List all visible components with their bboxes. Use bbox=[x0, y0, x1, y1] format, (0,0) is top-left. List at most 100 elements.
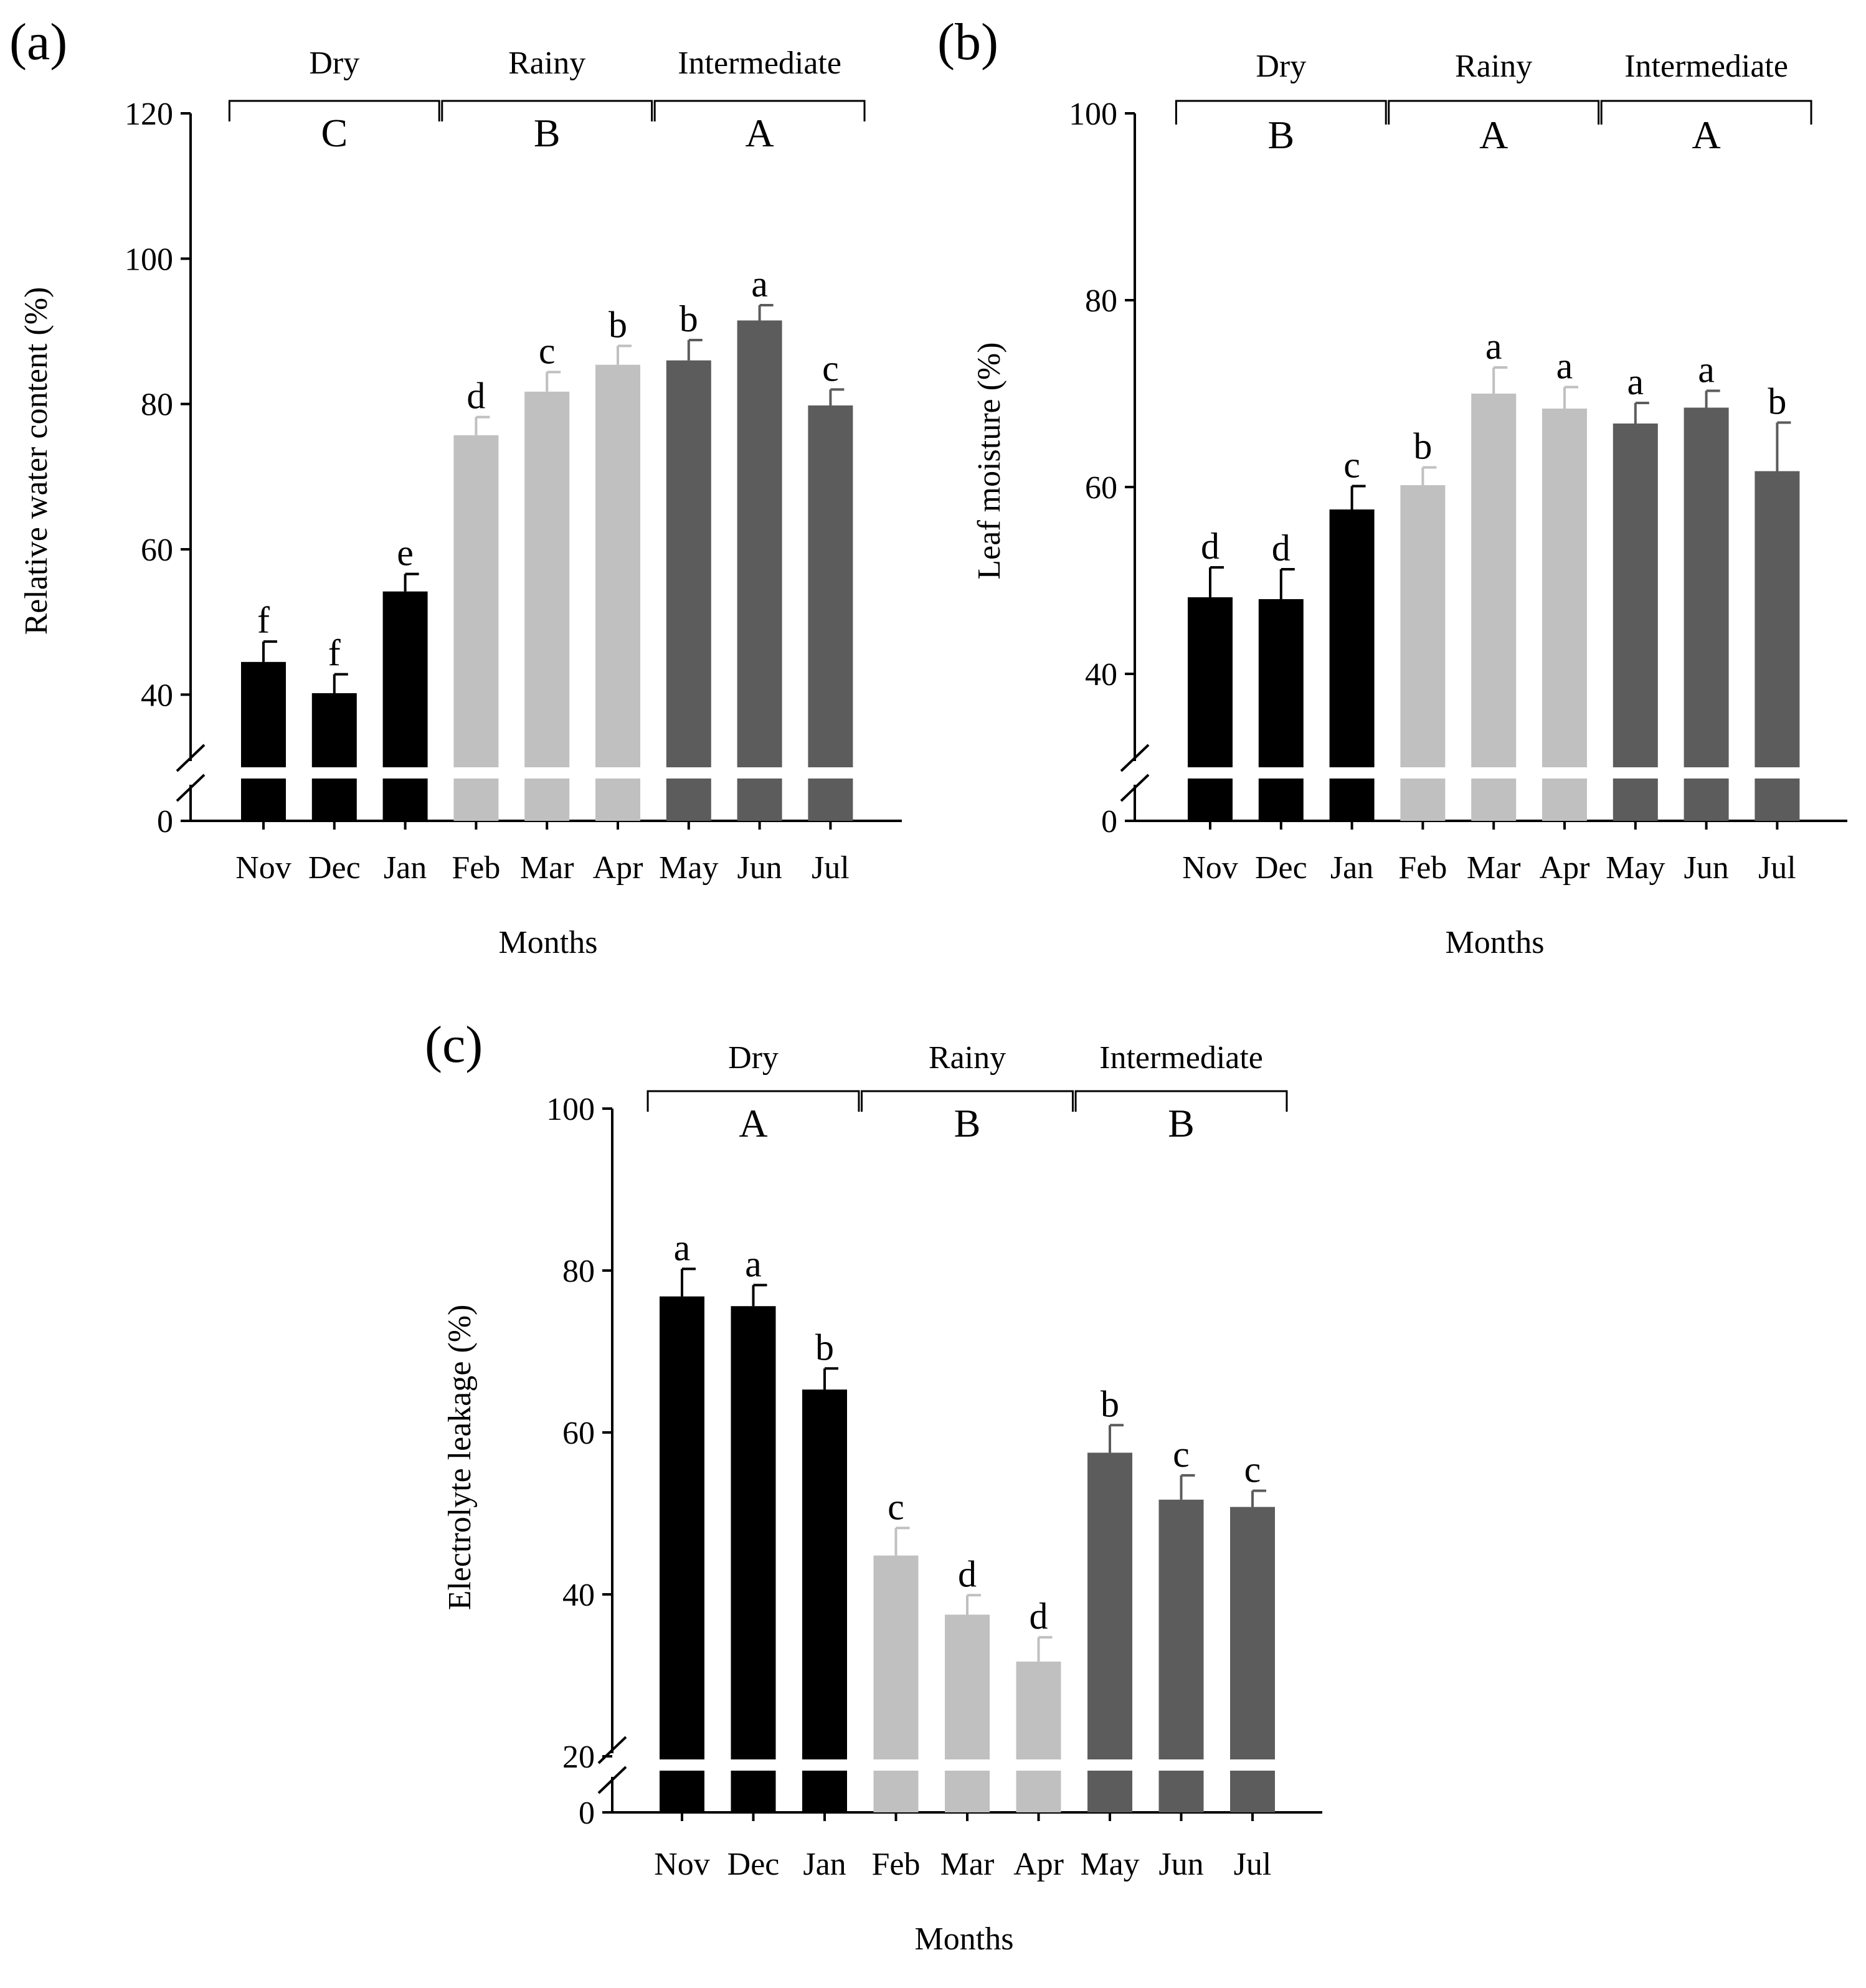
x-tick-label: Nov bbox=[654, 1847, 710, 1882]
significance-letter: b bbox=[815, 1327, 834, 1368]
season-label: Rainy bbox=[1455, 49, 1532, 84]
panel-c: (c) 0 20 40 60 80 100 Electrolyte leakage (%) a N… bbox=[425, 1016, 1322, 1957]
significance-letter: a bbox=[1698, 349, 1715, 391]
bar-base-dec bbox=[1258, 779, 1304, 821]
x-tick-label: Mar bbox=[1467, 850, 1521, 886]
y-tick-label: 100 bbox=[1069, 97, 1117, 132]
season-label: Rainy bbox=[508, 45, 585, 81]
bar-apr bbox=[1542, 409, 1587, 767]
bar-base-feb bbox=[873, 1771, 919, 1812]
bar-base-dec bbox=[311, 779, 357, 821]
x-tick-label: Apr bbox=[593, 850, 643, 886]
bar-jul bbox=[1755, 471, 1800, 767]
bar-dec bbox=[1258, 599, 1304, 767]
season-group-letter: B bbox=[1267, 113, 1294, 157]
y-tick-label: 60 bbox=[1085, 470, 1117, 506]
bar-jul bbox=[1230, 1507, 1275, 1759]
season-group-letter: B bbox=[534, 111, 561, 155]
bar-jun bbox=[1684, 407, 1729, 767]
x-tick-label: Jan bbox=[384, 850, 427, 886]
x-tick-label: Jun bbox=[1684, 850, 1728, 886]
bar-feb bbox=[1400, 485, 1446, 767]
bar-base-mar bbox=[524, 779, 570, 821]
bar-base-may bbox=[666, 779, 711, 821]
bar-dec bbox=[311, 693, 357, 767]
x-tick-label: Dec bbox=[727, 1847, 780, 1882]
x-axis-title: Months bbox=[499, 925, 598, 960]
significance-letter: b bbox=[1413, 426, 1432, 467]
significance-letter: b bbox=[1101, 1383, 1119, 1424]
significance-letter: a bbox=[1485, 326, 1502, 367]
bar-base-apr bbox=[1542, 779, 1587, 821]
y-tick-label: 80 bbox=[562, 1254, 595, 1289]
significance-letter: f bbox=[257, 600, 270, 641]
bar-may bbox=[666, 360, 711, 767]
x-tick-label: Jun bbox=[1158, 1847, 1203, 1882]
bar-jan bbox=[1329, 509, 1375, 767]
panel-b: (b) 0 40 60 80 100 Leaf moisture (%) d Nov d Dec c J… bbox=[937, 13, 1847, 960]
x-tick-label: Jan bbox=[803, 1847, 846, 1882]
significance-letter: c bbox=[822, 348, 839, 389]
x-tick-label: Feb bbox=[872, 1847, 921, 1882]
y-tick-label: 80 bbox=[1085, 283, 1117, 319]
season-bracket bbox=[1388, 100, 1600, 125]
season-label: Dry bbox=[309, 45, 359, 81]
y-tick-label: 0 bbox=[579, 1796, 595, 1831]
season-bracket bbox=[646, 1090, 860, 1112]
bar-apr bbox=[1016, 1661, 1061, 1759]
panel-label: (b) bbox=[937, 13, 998, 71]
significance-letter: a bbox=[751, 263, 768, 305]
bar-mar bbox=[524, 391, 570, 767]
x-tick-label: Feb bbox=[1398, 850, 1447, 886]
y-tick-label: 100 bbox=[125, 242, 173, 277]
season-bracket bbox=[1175, 100, 1387, 125]
season-label: Dry bbox=[728, 1040, 779, 1076]
y-tick-label: 40 bbox=[141, 678, 173, 713]
significance-letter: e bbox=[397, 532, 414, 574]
bar-feb bbox=[873, 1555, 919, 1759]
bar-base-nov bbox=[660, 1771, 704, 1812]
bar-base-feb bbox=[1400, 779, 1446, 821]
significance-letter: c bbox=[1244, 1449, 1261, 1490]
bar-base-mar bbox=[1471, 779, 1517, 821]
bar-jan bbox=[382, 591, 428, 767]
bar-base-jul bbox=[808, 779, 853, 821]
significance-letter: b bbox=[680, 298, 698, 339]
season-group-letter: C bbox=[321, 111, 348, 155]
x-tick-label: Jul bbox=[1234, 1847, 1272, 1882]
bar-base-dec bbox=[731, 1771, 776, 1812]
season-bracket bbox=[228, 100, 440, 121]
bar-base-may bbox=[1613, 779, 1658, 821]
x-tick-label: Jan bbox=[1330, 850, 1373, 886]
bar-mar bbox=[945, 1614, 990, 1759]
axis-break-mark bbox=[1120, 744, 1150, 772]
panel-label: (c) bbox=[425, 1016, 483, 1074]
y-tick-label: 40 bbox=[1085, 657, 1117, 693]
season-bracket bbox=[1074, 1090, 1288, 1112]
significance-letter: d bbox=[1272, 528, 1291, 569]
y-axis-title: Leaf moisture (%) bbox=[972, 342, 1007, 579]
bar-base-jun bbox=[737, 779, 782, 821]
season-bracket bbox=[441, 100, 653, 121]
x-axis-title: Months bbox=[1446, 925, 1545, 960]
season-group-letter: A bbox=[1479, 113, 1508, 157]
significance-letter: c bbox=[539, 330, 556, 371]
x-tick-label: Nov bbox=[1182, 850, 1238, 886]
season-group-letter: A bbox=[745, 111, 774, 155]
season-label: Intermediate bbox=[1624, 49, 1788, 84]
x-axis-title: Months bbox=[915, 1921, 1014, 1957]
bar-base-apr bbox=[1016, 1771, 1061, 1812]
bar-jun bbox=[1158, 1499, 1204, 1759]
x-tick-label: May bbox=[1080, 1847, 1139, 1882]
bar-dec bbox=[731, 1306, 776, 1759]
bar-nov bbox=[660, 1296, 704, 1759]
season-bracket bbox=[861, 1090, 1074, 1112]
significance-letter: b bbox=[1768, 381, 1786, 422]
bar-base-jun bbox=[1158, 1771, 1204, 1812]
significance-letter: f bbox=[328, 633, 341, 674]
season-bracket bbox=[653, 100, 866, 121]
bar-base-feb bbox=[453, 779, 499, 821]
bar-base-jan bbox=[802, 1771, 847, 1812]
bar-may bbox=[1613, 424, 1658, 767]
season-bracket bbox=[1600, 100, 1812, 125]
